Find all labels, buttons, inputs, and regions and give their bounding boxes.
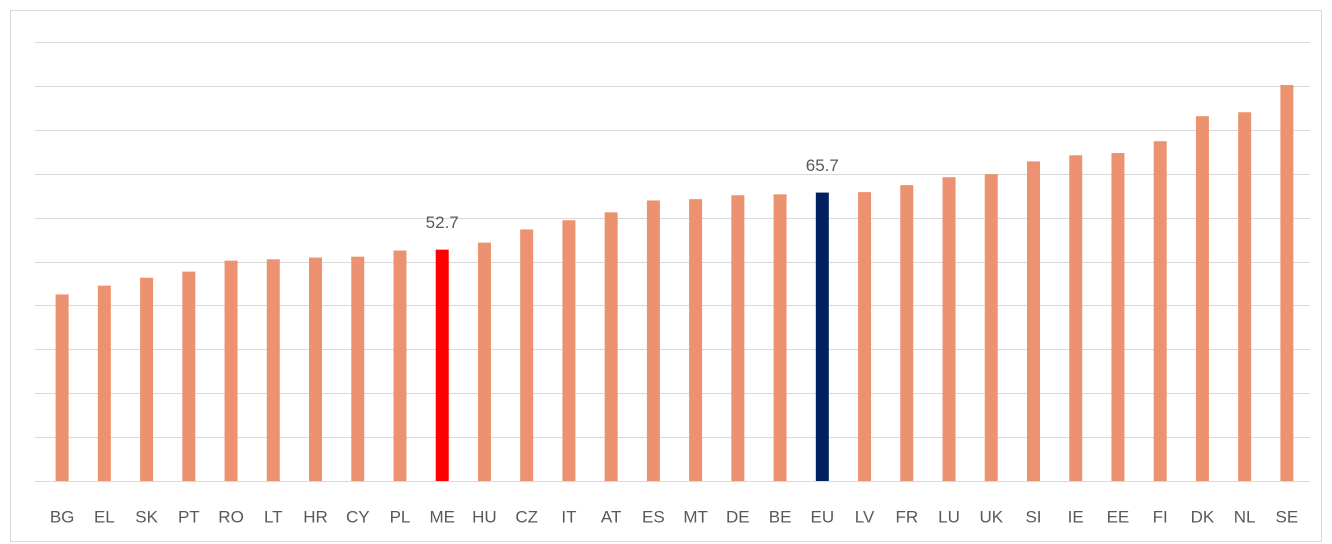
x-tick-label: PT xyxy=(178,507,200,526)
x-tick-label: BE xyxy=(769,507,792,526)
bar xyxy=(1280,85,1294,481)
x-tick-label: CZ xyxy=(515,507,538,526)
bar xyxy=(351,256,365,481)
x-tick-label: FR xyxy=(895,507,918,526)
bar xyxy=(477,242,491,481)
x-tick-label: LU xyxy=(938,507,960,526)
x-tick-label: SK xyxy=(135,507,158,526)
bar xyxy=(942,177,956,481)
bar xyxy=(309,257,323,481)
bar xyxy=(1238,112,1252,482)
x-tick-label: PL xyxy=(390,507,411,526)
x-tick-label: EL xyxy=(94,507,115,526)
bar xyxy=(858,192,872,481)
bar xyxy=(55,294,69,481)
x-tick-label: IE xyxy=(1068,507,1084,526)
bar xyxy=(773,194,787,481)
bar xyxy=(1069,155,1083,481)
x-tick-label: UK xyxy=(979,507,1003,526)
bar xyxy=(140,277,154,481)
bar xyxy=(646,200,660,481)
bar xyxy=(689,199,703,482)
x-tick-label: FI xyxy=(1153,507,1168,526)
x-tick-label: DE xyxy=(726,507,750,526)
bar xyxy=(182,271,196,481)
bar xyxy=(435,249,449,481)
data-label: 65.7 xyxy=(806,156,839,175)
x-tick-label: NL xyxy=(1234,507,1256,526)
bar xyxy=(1111,153,1125,481)
chart-frame xyxy=(10,10,1322,542)
bar xyxy=(520,229,534,481)
x-tick-label: ME xyxy=(429,507,455,526)
x-tick-label: SI xyxy=(1025,507,1041,526)
bar xyxy=(984,174,998,482)
x-tick-label: EU xyxy=(811,507,835,526)
bar xyxy=(266,259,280,481)
bar xyxy=(815,192,829,481)
bar xyxy=(224,260,238,481)
x-tick-label: AT xyxy=(601,507,621,526)
x-tick-label: EE xyxy=(1107,507,1130,526)
x-tick-label: LV xyxy=(855,507,875,526)
x-tick-label: HR xyxy=(303,507,328,526)
bar xyxy=(1026,161,1040,481)
x-tick-label: MT xyxy=(683,507,708,526)
x-tick-label: LT xyxy=(264,507,283,526)
bar xyxy=(562,220,576,481)
x-tick-label: SE xyxy=(1276,507,1299,526)
bar xyxy=(1195,116,1209,481)
x-tick-label: CY xyxy=(346,507,370,526)
bar xyxy=(731,195,745,481)
bar xyxy=(97,285,111,481)
x-tick-label: BG xyxy=(50,507,75,526)
bar xyxy=(393,250,407,481)
x-tick-label: DK xyxy=(1191,507,1215,526)
bar xyxy=(900,185,914,481)
x-tick-label: ES xyxy=(642,507,665,526)
x-tick-label: RO xyxy=(218,507,244,526)
data-label: 52.7 xyxy=(426,213,459,232)
bar xyxy=(604,212,618,481)
bar xyxy=(1153,141,1167,482)
x-tick-label: HU xyxy=(472,507,497,526)
x-tick-label: IT xyxy=(561,507,576,526)
